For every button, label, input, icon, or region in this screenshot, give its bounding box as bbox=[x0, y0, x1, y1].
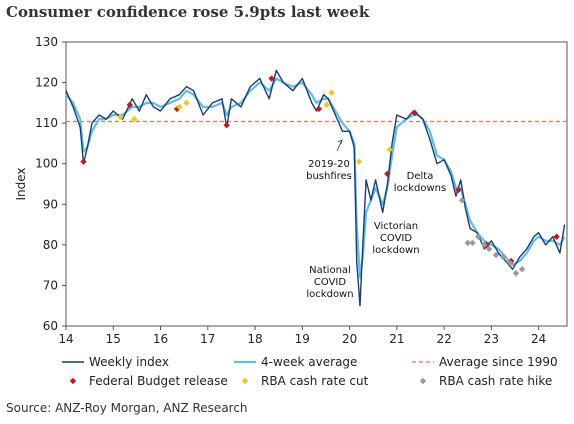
rba-cut-marker bbox=[131, 115, 138, 123]
x-tick-label: 17 bbox=[200, 332, 215, 346]
rba-cut-marker bbox=[117, 113, 124, 121]
federal-budget-marker bbox=[126, 101, 134, 109]
x-tick-label: 18 bbox=[247, 332, 262, 346]
x-tick-label: 15 bbox=[106, 332, 121, 346]
rba-cut-marker bbox=[183, 99, 190, 107]
weekly-index-line bbox=[65, 69, 566, 307]
annotation-text: Delta bbox=[407, 171, 434, 182]
rba-cut-marker bbox=[328, 89, 335, 96]
plot-frame bbox=[65, 41, 568, 327]
rba-hike-legend-swatch bbox=[419, 377, 427, 385]
y-tick-label: 80 bbox=[43, 238, 58, 252]
weekly-index-legend-label: Weekly index bbox=[89, 355, 169, 369]
federal-budget-marker bbox=[411, 109, 419, 117]
rba-cut-marker bbox=[323, 101, 331, 109]
legend: Weekly index 4-week average Average since … bbox=[62, 355, 558, 388]
rba-hike-marker bbox=[469, 239, 476, 247]
federal-budget-marker bbox=[80, 158, 87, 165]
rba-hike-marker bbox=[512, 270, 520, 277]
x-tick-label: 24 bbox=[531, 332, 546, 346]
rba-cut-marker bbox=[355, 158, 363, 165]
y-tick-label: 110 bbox=[35, 116, 58, 130]
annotation-text: lockdown bbox=[372, 245, 419, 256]
rba-hike-marker bbox=[518, 266, 526, 273]
annotation-text: COVID bbox=[380, 233, 412, 244]
rba-hike-marker bbox=[499, 253, 507, 261]
rba-cut-marker bbox=[386, 146, 393, 153]
rba-hike-marker bbox=[507, 259, 514, 267]
x-tick-label: 14 bbox=[58, 332, 73, 346]
rba-cut-legend-swatch bbox=[241, 377, 249, 385]
chart-title: Consumer confidence rose 5.9pts last wee… bbox=[6, 3, 370, 21]
annotation-text: COVID bbox=[314, 277, 346, 288]
x-tick-label: 23 bbox=[484, 332, 499, 346]
x-tick-label: 21 bbox=[389, 332, 404, 346]
rba-cut-marker bbox=[176, 103, 183, 111]
x-tick-label: 19 bbox=[295, 332, 310, 346]
annotation-text: 2019-20 bbox=[308, 159, 350, 170]
annotation-text: National bbox=[309, 265, 351, 276]
federal-budget-marker bbox=[223, 121, 230, 129]
rba-cut-legend-label: RBA cash rate cut bbox=[261, 374, 369, 388]
x-tick-label: 16 bbox=[153, 332, 168, 346]
y-tick-label: 60 bbox=[43, 319, 58, 333]
federal-budget-marker bbox=[315, 105, 323, 113]
source-note: Source: ANZ-Roy Morgan, ANZ Research bbox=[6, 401, 248, 415]
rba-hike-marker bbox=[481, 241, 488, 249]
annotation-text: lockdowns bbox=[394, 183, 446, 194]
x-tick-label: 22 bbox=[436, 332, 451, 346]
event-markers bbox=[80, 75, 560, 277]
rba-hike-legend-label: RBA cash rate hike bbox=[439, 374, 552, 388]
y-tick-label: 120 bbox=[35, 76, 58, 90]
rba-hike-marker bbox=[474, 233, 482, 240]
y-tick-label: 100 bbox=[35, 157, 58, 171]
annotations: 2019-20bushfiresNationalCOVIDlockdownVic… bbox=[306, 139, 446, 300]
federal-budget-marker bbox=[268, 75, 275, 82]
rba-hike-marker bbox=[492, 251, 500, 259]
average-since-1990-legend-label: Average since 1990 bbox=[439, 355, 558, 369]
rba-hike-marker bbox=[464, 239, 471, 247]
y-tick-label: 70 bbox=[43, 278, 58, 292]
rba-hike-marker bbox=[458, 197, 466, 204]
four-week-average-legend-label: 4-week average bbox=[261, 355, 357, 369]
y-tick-label: 130 bbox=[35, 35, 58, 49]
federal-budget-marker bbox=[553, 233, 560, 240]
federal-budget-legend-swatch bbox=[69, 377, 77, 385]
rba-hike-marker bbox=[485, 245, 493, 253]
y-tick-label: 90 bbox=[43, 197, 58, 211]
annotation-arrowhead bbox=[337, 139, 343, 145]
federal-budget-marker bbox=[455, 186, 462, 194]
annotation-text: bushfires bbox=[306, 171, 352, 182]
annotation-text: Victorian bbox=[374, 221, 418, 232]
federal-budget-legend-label: Federal Budget release bbox=[89, 374, 228, 388]
x-tick-label: 20 bbox=[342, 332, 357, 346]
y-axis-label: Index bbox=[14, 167, 28, 200]
annotation-text: lockdown bbox=[306, 289, 353, 300]
federal-budget-marker bbox=[384, 170, 391, 178]
axes: 60 70 80 90 100 110 120 130 14 15 16 17 18 19 20 21 22 23… bbox=[14, 35, 568, 346]
